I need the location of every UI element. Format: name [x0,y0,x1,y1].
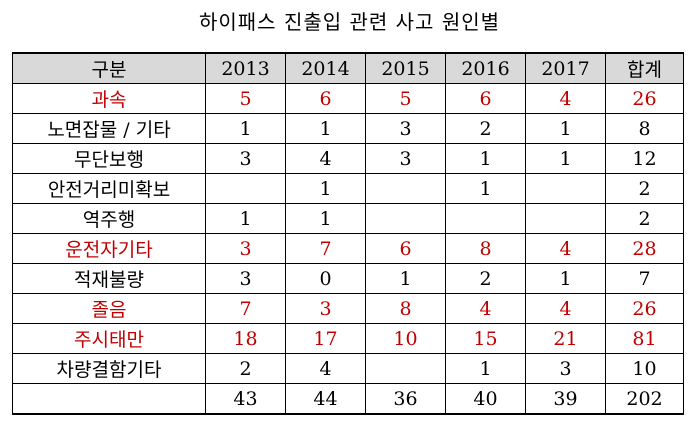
table-row: 운전자기타 3 7 6 8 4 28 [12,233,684,264]
header-cell-total: 합계 [605,52,684,84]
year-value-cell: 44 [285,383,366,415]
year-value-cell: 7 [205,293,286,324]
page-title: 하이패스 진출입 관련 사고 원인별 [198,10,501,34]
row-label: 무단보행 [12,143,206,174]
table-row: 노면잡물 / 기타 1 1 3 2 1 8 [12,113,684,144]
year-value-cell: 10 [365,323,446,354]
year-value-cell: 1 [525,143,606,174]
row-label: 주시태만 [12,323,206,354]
year-value-cell: 18 [205,323,286,354]
year-value-cell: 15 [445,323,526,354]
header-cell-2016: 2016 [445,52,526,84]
table-row: 차량결함기타 2 4 1 3 10 [12,353,684,384]
year-value-cell: 1 [525,113,606,144]
year-value-cell: 4 [285,353,366,384]
year-value-cell [525,203,606,234]
row-total-cell: 28 [605,233,684,264]
year-value-cell: 8 [445,233,526,264]
year-value-cell: 40 [445,383,526,415]
table-row: 역주행 1 1 2 [12,203,684,234]
year-value-cell: 1 [285,173,366,204]
year-value-cell: 1 [445,143,526,174]
year-value-cell [525,173,606,204]
year-value-cell: 6 [445,83,526,114]
year-value-cell [365,353,446,384]
row-total-cell: 2 [605,203,684,234]
year-value-cell: 3 [285,293,366,324]
row-total-cell: 12 [605,143,684,174]
year-value-cell: 3 [205,143,286,174]
year-value-cell: 3 [205,263,286,294]
year-value-cell: 4 [525,233,606,264]
header-cell-category: 구분 [12,52,206,84]
table-row: 적재불량 3 0 1 2 1 7 [12,263,684,294]
table-row: 안전거리미확보 1 1 2 [12,173,684,204]
year-value-cell: 8 [365,293,446,324]
year-value-cell: 7 [285,233,366,264]
table-row: 주시태만 18 17 10 15 21 81 [12,323,684,354]
year-value-cell: 36 [365,383,446,415]
row-total-cell: 10 [605,353,684,384]
header-cell-2014: 2014 [285,52,366,84]
row-label [12,383,206,415]
row-total-cell: 7 [605,263,684,294]
row-label: 적재불량 [12,263,206,294]
row-label: 차량결함기타 [12,353,206,384]
header-cell-2017: 2017 [525,52,606,84]
year-value-cell: 1 [205,203,286,234]
year-value-cell: 6 [285,83,366,114]
year-value-cell: 5 [205,83,286,114]
table-row: 졸음 7 3 8 4 4 26 [12,293,684,324]
header-cell-2013: 2013 [205,52,286,84]
year-value-cell: 1 [205,113,286,144]
row-total-cell: 8 [605,113,684,144]
year-value-cell: 1 [445,173,526,204]
year-value-cell: 5 [365,83,446,114]
year-value-cell: 21 [525,323,606,354]
row-total-cell: 26 [605,293,684,324]
year-value-cell [205,173,286,204]
row-label: 과속 [12,83,206,114]
year-value-cell: 17 [285,323,366,354]
year-value-cell: 6 [365,233,446,264]
year-value-cell: 1 [365,263,446,294]
year-value-cell: 3 [365,143,446,174]
accident-cause-table: 구분 2013 2014 2015 2016 2017 합계 과속 5 6 5 6 4 26… [12,52,684,415]
year-value-cell: 4 [525,293,606,324]
year-value-cell: 0 [285,263,366,294]
row-label: 졸음 [12,293,206,324]
year-value-cell: 1 [285,113,366,144]
row-label: 운전자기타 [12,233,206,264]
year-value-cell: 43 [205,383,286,415]
year-value-cell: 3 [205,233,286,264]
total-row: 43 44 36 40 39 202 [12,383,684,415]
year-value-cell [365,203,446,234]
year-value-cell: 2 [445,263,526,294]
year-value-cell: 4 [445,293,526,324]
year-value-cell: 4 [525,83,606,114]
table-row: 무단보행 3 4 3 1 1 12 [12,143,684,174]
year-value-cell: 4 [285,143,366,174]
row-total-cell: 26 [605,83,684,114]
header-row: 구분 2013 2014 2015 2016 2017 합계 [12,52,684,84]
year-value-cell: 3 [525,353,606,384]
year-value-cell [445,203,526,234]
table-row: 과속 5 6 5 6 4 26 [12,83,684,114]
year-value-cell [365,173,446,204]
header-cell-2015: 2015 [365,52,446,84]
year-value-cell: 1 [445,353,526,384]
row-total-cell: 2 [605,173,684,204]
year-value-cell: 39 [525,383,606,415]
row-total-cell: 81 [605,323,684,354]
year-value-cell: 3 [365,113,446,144]
row-total-cell: 202 [605,383,684,415]
year-value-cell: 1 [285,203,366,234]
year-value-cell: 1 [525,263,606,294]
row-label: 노면잡물 / 기타 [12,113,206,144]
row-label: 안전거리미확보 [12,173,206,204]
year-value-cell: 2 [445,113,526,144]
row-label: 역주행 [12,203,206,234]
year-value-cell: 2 [205,353,286,384]
